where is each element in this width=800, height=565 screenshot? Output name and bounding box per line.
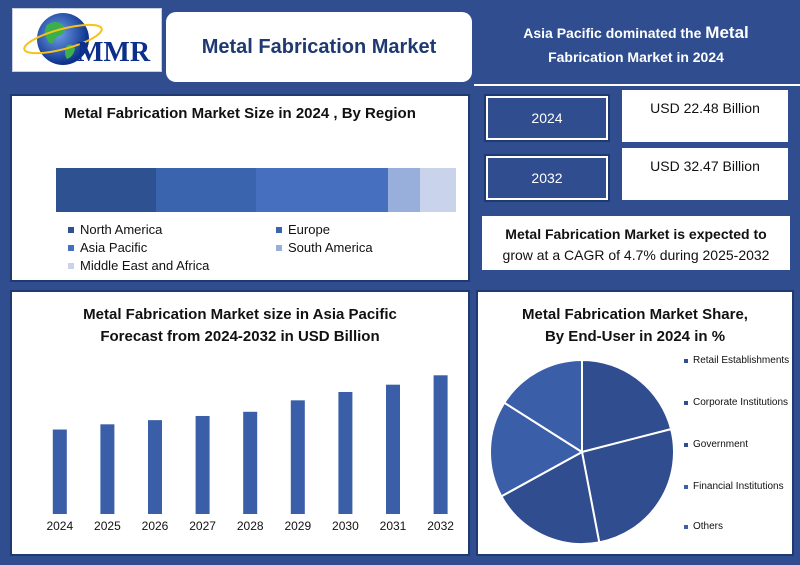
value-2024: USD 22.48 Billion — [650, 100, 760, 116]
cagr-box: Metal Fabrication Market is expected to … — [482, 216, 790, 270]
pie-chart-title: Metal Fabrication Market Share, By End-U… — [478, 304, 792, 348]
region-panel: Metal Fabrication Market Size in 2024 , … — [10, 94, 470, 282]
region-legend-item: Europe — [276, 222, 330, 237]
forecast-tick-label: 2029 — [284, 519, 311, 533]
legend-swatch — [276, 244, 282, 251]
region-segment-1 — [156, 168, 256, 212]
region-legend-item: North America — [68, 222, 162, 237]
pie-legend-item: Others — [684, 520, 792, 533]
pie-legend-item: Corporate Institutions — [684, 396, 792, 409]
forecast-bar — [290, 400, 305, 514]
legend-label: North America — [80, 222, 163, 237]
legend-label: Government — [693, 439, 749, 450]
forecast-tick-label: 2027 — [189, 519, 216, 533]
legend-swatch — [684, 401, 688, 405]
legend-swatch — [684, 443, 688, 447]
pie-chart — [489, 358, 675, 545]
region-segment-4 — [420, 168, 456, 212]
value-box-2024: USD 22.48 Billion — [622, 90, 788, 142]
logo: MMR — [12, 8, 162, 72]
forecast-bar — [433, 375, 448, 514]
legend-label: Corporate Institutions — [693, 397, 789, 408]
region-segment-3 — [388, 168, 420, 212]
pie-slice — [580, 427, 675, 544]
forecast-tick-label: 2024 — [46, 519, 73, 533]
pie-slice — [581, 358, 673, 454]
cagr-line2: grow at a CAGR of 4.7% during 2025-2032 — [502, 247, 770, 263]
forecast-tick-label: 2025 — [94, 519, 121, 533]
legend-swatch — [68, 262, 74, 269]
pie-legend-item: Retail Establishments — [684, 354, 792, 367]
forecast-bar-chart: 2024 2025 2026 2027 2028 2029 2030 2031 2032 — [46, 375, 454, 533]
forecast-bar — [100, 424, 115, 514]
page-title: Metal Fabrication Market — [201, 35, 437, 58]
page-title-box: Metal Fabrication Market — [166, 12, 472, 82]
headline-prefix: Asia Pacific dominated the — [523, 25, 706, 41]
pie-legend-item: Government — [684, 438, 792, 451]
logo-text: MMR — [77, 37, 151, 68]
legend-label: Others — [693, 521, 724, 532]
forecast-tick-label: 2028 — [237, 519, 264, 533]
legend-swatch — [684, 359, 688, 363]
legend-swatch — [68, 244, 74, 251]
legend-label: Middle East and Africa — [80, 258, 210, 273]
forecast-tick-label: 2026 — [142, 519, 169, 533]
globe-logo-icon — [23, 13, 103, 65]
forecast-chart-title: Metal Fabrication Market size in Asia Pa… — [12, 304, 468, 348]
region-chart-title: Metal Fabrication Market Size in 2024 , … — [64, 105, 416, 122]
legend-swatch — [684, 485, 688, 489]
forecast-bar — [148, 420, 162, 514]
region-segment-0 — [56, 168, 156, 212]
region-stacked-bar — [56, 168, 456, 212]
value-box-2032: USD 32.47 Billion — [622, 148, 788, 200]
forecast-bar — [52, 429, 67, 514]
region-legend-item: Asia Pacific — [68, 240, 147, 255]
legend-swatch — [68, 226, 74, 233]
year-label-2032: 2032 — [531, 170, 563, 186]
legend-label: Financial Institutions — [693, 481, 784, 492]
legend-label: Asia Pacific — [80, 240, 148, 255]
forecast-title-line1: Metal Fabrication Market size in Asia Pa… — [83, 306, 397, 323]
region-legend-item: Middle East and Africa — [68, 258, 209, 273]
forecast-bar — [243, 411, 258, 514]
pie-title-line2: By End-User in 2024 in % — [544, 328, 726, 345]
pie-title-line1: Metal Fabrication Market Share, — [522, 306, 748, 323]
forecast-title-line2: Forecast from 2024-2032 in USD Billion — [100, 328, 380, 345]
headline-emphasis: Metal — [705, 23, 749, 42]
legend-swatch — [276, 226, 282, 233]
year-box-2024: 2024 — [486, 96, 608, 140]
legend-label: Europe — [288, 222, 330, 237]
headline: Asia Pacific dominated the Metal Fabrica… — [478, 8, 794, 80]
legend-swatch — [684, 525, 688, 529]
forecast-tick-label: 2032 — [427, 519, 454, 533]
forecast-tick-label: 2031 — [380, 519, 407, 533]
region-legend-item: South America — [276, 240, 373, 255]
pie-legend-item: Financial Institutions — [684, 480, 792, 493]
pie-slice — [500, 450, 601, 545]
divider — [474, 84, 800, 86]
pie-slice — [502, 358, 583, 454]
forecast-bar — [195, 415, 210, 514]
value-2032: USD 32.47 Billion — [650, 158, 760, 174]
year-label-2024: 2024 — [531, 110, 563, 126]
forecast-tick-label: 2030 — [332, 519, 359, 533]
pie-panel: Metal Fabrication Market Share, By End-U… — [476, 290, 794, 556]
pie-slice — [489, 401, 584, 498]
forecast-bar — [338, 391, 353, 514]
region-segment-2 — [256, 168, 388, 212]
forecast-panel: Metal Fabrication Market size in Asia Pa… — [10, 290, 470, 556]
cagr-line1: Metal Fabrication Market is expected to — [505, 226, 767, 242]
forecast-bar — [386, 384, 400, 514]
year-box-2032: 2032 — [486, 156, 608, 200]
legend-label: South America — [288, 240, 373, 255]
headline-line2: Fabrication Market in 2024 — [548, 49, 724, 65]
legend-label: Retail Establishments — [693, 355, 790, 366]
